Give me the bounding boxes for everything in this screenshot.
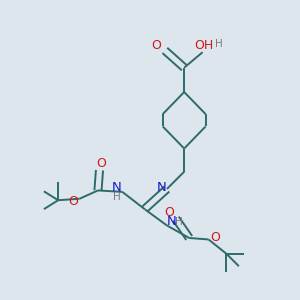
Text: H: H — [215, 39, 223, 49]
Text: N: N — [112, 181, 122, 194]
Text: N: N — [157, 181, 166, 194]
Text: H: H — [113, 192, 121, 202]
Text: N: N — [167, 215, 177, 228]
Text: O: O — [164, 206, 174, 219]
Text: O: O — [152, 39, 161, 52]
Text: OH: OH — [194, 39, 214, 52]
Text: H: H — [175, 217, 183, 227]
Text: O: O — [68, 195, 78, 208]
Text: O: O — [96, 157, 106, 170]
Text: O: O — [210, 231, 220, 244]
